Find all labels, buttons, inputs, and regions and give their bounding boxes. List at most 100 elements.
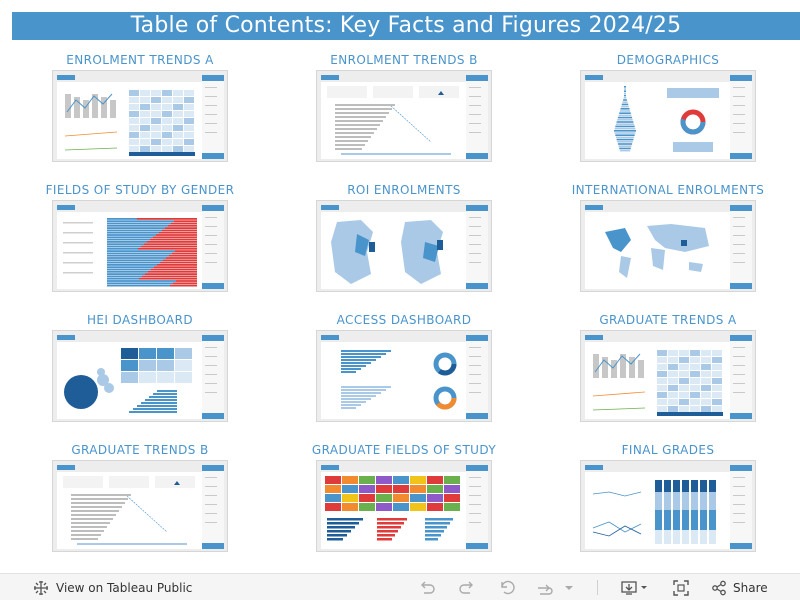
thumbnail-panel-button	[202, 413, 224, 419]
thumbnail-filter-line	[733, 477, 745, 478]
thumbnail-filter-line	[469, 262, 481, 263]
thumbnail-filter-line	[469, 477, 481, 478]
redo-icon[interactable]	[458, 574, 476, 600]
tile-title[interactable]: DEMOGRAPHICS	[616, 53, 720, 67]
thumbnail-filter-line	[205, 123, 217, 124]
thumbnail-panel-header	[730, 465, 752, 471]
thumbnail-panel-button	[466, 283, 488, 289]
revert-icon[interactable]	[498, 574, 516, 600]
thumbnail-filter-line	[469, 114, 481, 115]
view-on-tableau-link[interactable]: View on Tableau Public	[32, 574, 192, 600]
thumbnail-filter-panel	[730, 205, 752, 289]
thumbnail-filter-line	[733, 217, 745, 218]
thumbnail-back-button	[321, 75, 339, 80]
thumbnail-chart-preview	[57, 472, 202, 549]
thumbnail-filter-line	[733, 114, 745, 115]
thumbnail-filter-panel	[202, 75, 224, 159]
thumbnail-back-button	[57, 75, 75, 80]
thumbnail-filter-panel	[730, 335, 752, 419]
dashboard-title-banner: Table of Contents: Key Facts and Figures…	[12, 12, 800, 40]
dashboard-thumbnail[interactable]	[580, 330, 756, 422]
thumbnail-filter-line	[205, 96, 217, 97]
thumbnail-filter-line	[469, 132, 481, 133]
dropdown-icon[interactable]	[564, 574, 574, 600]
tile-title[interactable]: GRADUATE FIELDS OF STUDY	[311, 443, 497, 457]
download-icon[interactable]	[620, 574, 650, 600]
dashboard-thumbnail[interactable]	[580, 70, 756, 162]
thumbnail-panel-button	[730, 153, 752, 159]
thumbnail-chart-preview	[585, 472, 730, 549]
dashboard-thumbnail[interactable]	[52, 460, 228, 552]
thumbnail-filter-line	[469, 522, 481, 523]
undo-icon[interactable]	[418, 574, 436, 600]
thumbnail-filter-panel	[202, 205, 224, 289]
thumbnail-filter-line	[469, 392, 481, 393]
tile-title[interactable]: GRADUATE TRENDS A	[599, 313, 737, 327]
thumbnail-filter-line	[469, 244, 481, 245]
thumbnail-chart-preview	[321, 342, 466, 419]
thumbnail-chart-preview	[585, 212, 730, 289]
thumbnail-filter-line	[205, 513, 217, 514]
thumbnail-filter-line	[733, 495, 745, 496]
thumbnail-chart-preview	[57, 342, 202, 419]
dashboard-thumbnail[interactable]	[580, 200, 756, 292]
thumbnail-back-button	[585, 205, 603, 210]
tile-title[interactable]: HEI DASHBOARD	[86, 313, 194, 327]
thumbnail-filter-line	[205, 383, 217, 384]
tile-title[interactable]: ENROLMENT TRENDS B	[330, 53, 478, 67]
thumbnail-filter-line	[733, 96, 745, 97]
dashboard-thumbnail[interactable]	[52, 200, 228, 292]
thumbnail-filter-line	[469, 365, 481, 366]
thumbnail-panel-button	[202, 283, 224, 289]
thumbnail-filter-line	[205, 365, 217, 366]
dashboard-thumbnail[interactable]	[316, 200, 492, 292]
tile-title[interactable]: INTERNATIONAL ENROLMENTS	[571, 183, 765, 197]
thumbnail-filter-line	[733, 486, 745, 487]
thumbnail-chart-preview	[321, 212, 466, 289]
thumbnail-chart-preview	[321, 472, 466, 549]
dashboard-thumbnail[interactable]	[580, 460, 756, 552]
thumbnail-filter-line	[733, 504, 745, 505]
thumbnail-filter-line	[205, 522, 217, 523]
view-on-tableau-label: View on Tableau Public	[56, 580, 193, 595]
dashboard-thumbnail[interactable]	[316, 460, 492, 552]
page-title: Table of Contents: Key Facts and Figures…	[130, 13, 682, 38]
tile-title[interactable]: ENROLMENT TRENDS A	[66, 53, 214, 67]
thumbnail-filter-line	[733, 365, 745, 366]
thumbnail-filter-line	[205, 235, 217, 236]
thumbnail-filter-line	[205, 504, 217, 505]
tile-title[interactable]: FIELDS OF STUDY BY GENDER	[45, 183, 235, 197]
thumbnail-filter-line	[469, 123, 481, 124]
thumbnail-filter-line	[205, 217, 217, 218]
thumbnail-filter-line	[733, 374, 745, 375]
tile-title[interactable]: FINAL GRADES	[621, 443, 715, 457]
thumbnail-filter-line	[733, 244, 745, 245]
fullscreen-icon[interactable]	[672, 574, 690, 600]
thumbnail-filter-line	[205, 114, 217, 115]
refresh-icon[interactable]	[535, 574, 553, 600]
share-button[interactable]: Share	[711, 574, 768, 600]
thumbnail-panel-button	[730, 543, 752, 549]
thumbnail-filter-line	[205, 486, 217, 487]
thumbnail-panel-header	[466, 205, 488, 211]
thumbnail-filter-line	[205, 392, 217, 393]
dashboard-thumbnail[interactable]	[52, 330, 228, 422]
tile-title[interactable]: ACCESS DASHBOARD	[336, 313, 472, 327]
dashboard-thumbnail[interactable]	[316, 330, 492, 422]
thumbnail-panel-header	[466, 465, 488, 471]
thumbnail-filter-panel	[466, 205, 488, 289]
thumbnail-panel-button	[202, 543, 224, 549]
tile-title[interactable]: GRADUATE TRENDS B	[71, 443, 209, 457]
thumbnail-filter-line	[733, 87, 745, 88]
thumbnail-filter-line	[205, 226, 217, 227]
thumbnail-chart-preview	[585, 82, 730, 159]
dashboard-thumbnail[interactable]	[52, 70, 228, 162]
thumbnail-back-button	[585, 75, 603, 80]
thumbnail-filter-line	[205, 347, 217, 348]
thumbnail-filter-line	[469, 253, 481, 254]
thumbnail-filter-line	[205, 87, 217, 88]
thumbnail-filter-line	[205, 495, 217, 496]
thumbnail-filter-line	[205, 374, 217, 375]
dashboard-thumbnail[interactable]	[316, 70, 492, 162]
tile-title[interactable]: ROI ENROLMENTS	[347, 183, 461, 197]
